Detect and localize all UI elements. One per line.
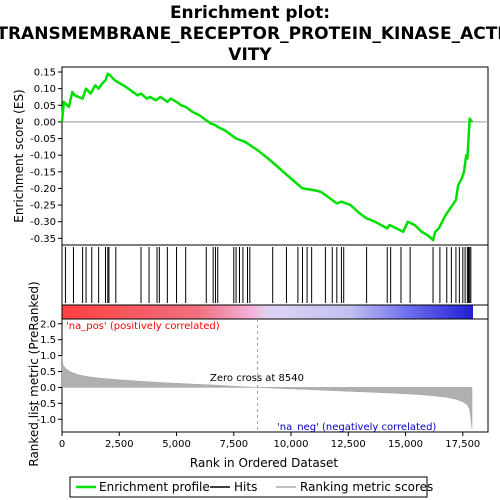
es-profile-line [60,72,474,242]
legend-label-hits: Hits [234,480,257,494]
legend-box [69,476,428,498]
metric-y-tick-label: -1.0 [36,415,56,426]
es-y-tick-label: 0.00 [34,117,56,128]
metric-y-axis-label: Ranked list metric (PreRanked) [27,281,41,466]
es-y-tick-label: 0.10 [34,84,56,95]
metric-x-ticks: 0 2,500 5,000 7,500 10,000 12,500 15,000 17,500 [59,432,480,450]
es-y-tick-label: -0.05 [30,134,56,145]
metric-panel-frame [61,318,489,433]
es-panel-frame [61,66,489,246]
metric-y-tick-label: 1.0 [40,351,56,362]
ranking-metric-area [61,355,473,429]
na-pos-annotation: 'na_pos' (positively correlated) [66,321,220,332]
legend-label-enrichment: Enrichment profile [99,480,210,494]
es-y-tick-label: -0.20 [30,184,56,195]
x-tick-label: 17,500 [445,439,480,450]
es-y-tick-label: 0.05 [34,101,56,112]
metric-y-tick-label: 1.5 [40,335,56,346]
legend-label-ranking: Ranking metric scores [300,480,433,494]
title-line-1: Enrichment plot: [170,3,330,23]
es-y-tick-label: -0.10 [30,151,56,162]
metric-y-ticks: 2.0 1.5 1.0 0.5 0.0 -0.5 -1.0 [36,319,62,426]
es-y-ticks: 0.15 0.10 0.05 0.00 -0.05 -0.10 -0.15 -0.20 -0.2… [30,67,62,245]
x-tick-label: 7,500 [219,439,248,450]
title-line-2: TRANSMEMBRANE_RECEPTOR_PROTEIN_KINASE_AC… [0,24,500,44]
zero-cross-annotation: Zero cross at 8540 [210,373,304,384]
es-y-tick-label: -0.30 [30,217,56,228]
x-tick-label: 10,000 [274,439,309,450]
hit-marks [64,247,472,303]
rank-color-bar [62,305,473,319]
x-axis-label: Rank in Ordered Dataset [190,456,338,470]
es-y-tick-label: -0.15 [30,167,56,178]
na-neg-annotation: 'na_neg' (negatively correlated) [277,422,436,433]
x-tick-label: 2,500 [105,439,134,450]
es-y-tick-label: -0.25 [30,201,56,212]
x-tick-label: 15,000 [388,439,423,450]
es-y-tick-label: -0.35 [30,234,56,245]
title-line-3: VITY [228,45,272,65]
metric-y-tick-label: 2.0 [40,319,56,330]
metric-y-tick-label: 0.0 [40,383,56,394]
es-y-tick-label: 0.15 [34,67,56,78]
x-tick-label: 0 [59,439,65,450]
metric-y-tick-label: -0.5 [36,399,56,410]
x-tick-label: 5,000 [162,439,191,450]
hits-panel-frame [61,244,489,306]
es-y-axis-label: Enrichment score (ES) [12,89,26,222]
metric-y-tick-label: 0.5 [40,367,56,378]
x-tick-label: 12,500 [331,439,366,450]
